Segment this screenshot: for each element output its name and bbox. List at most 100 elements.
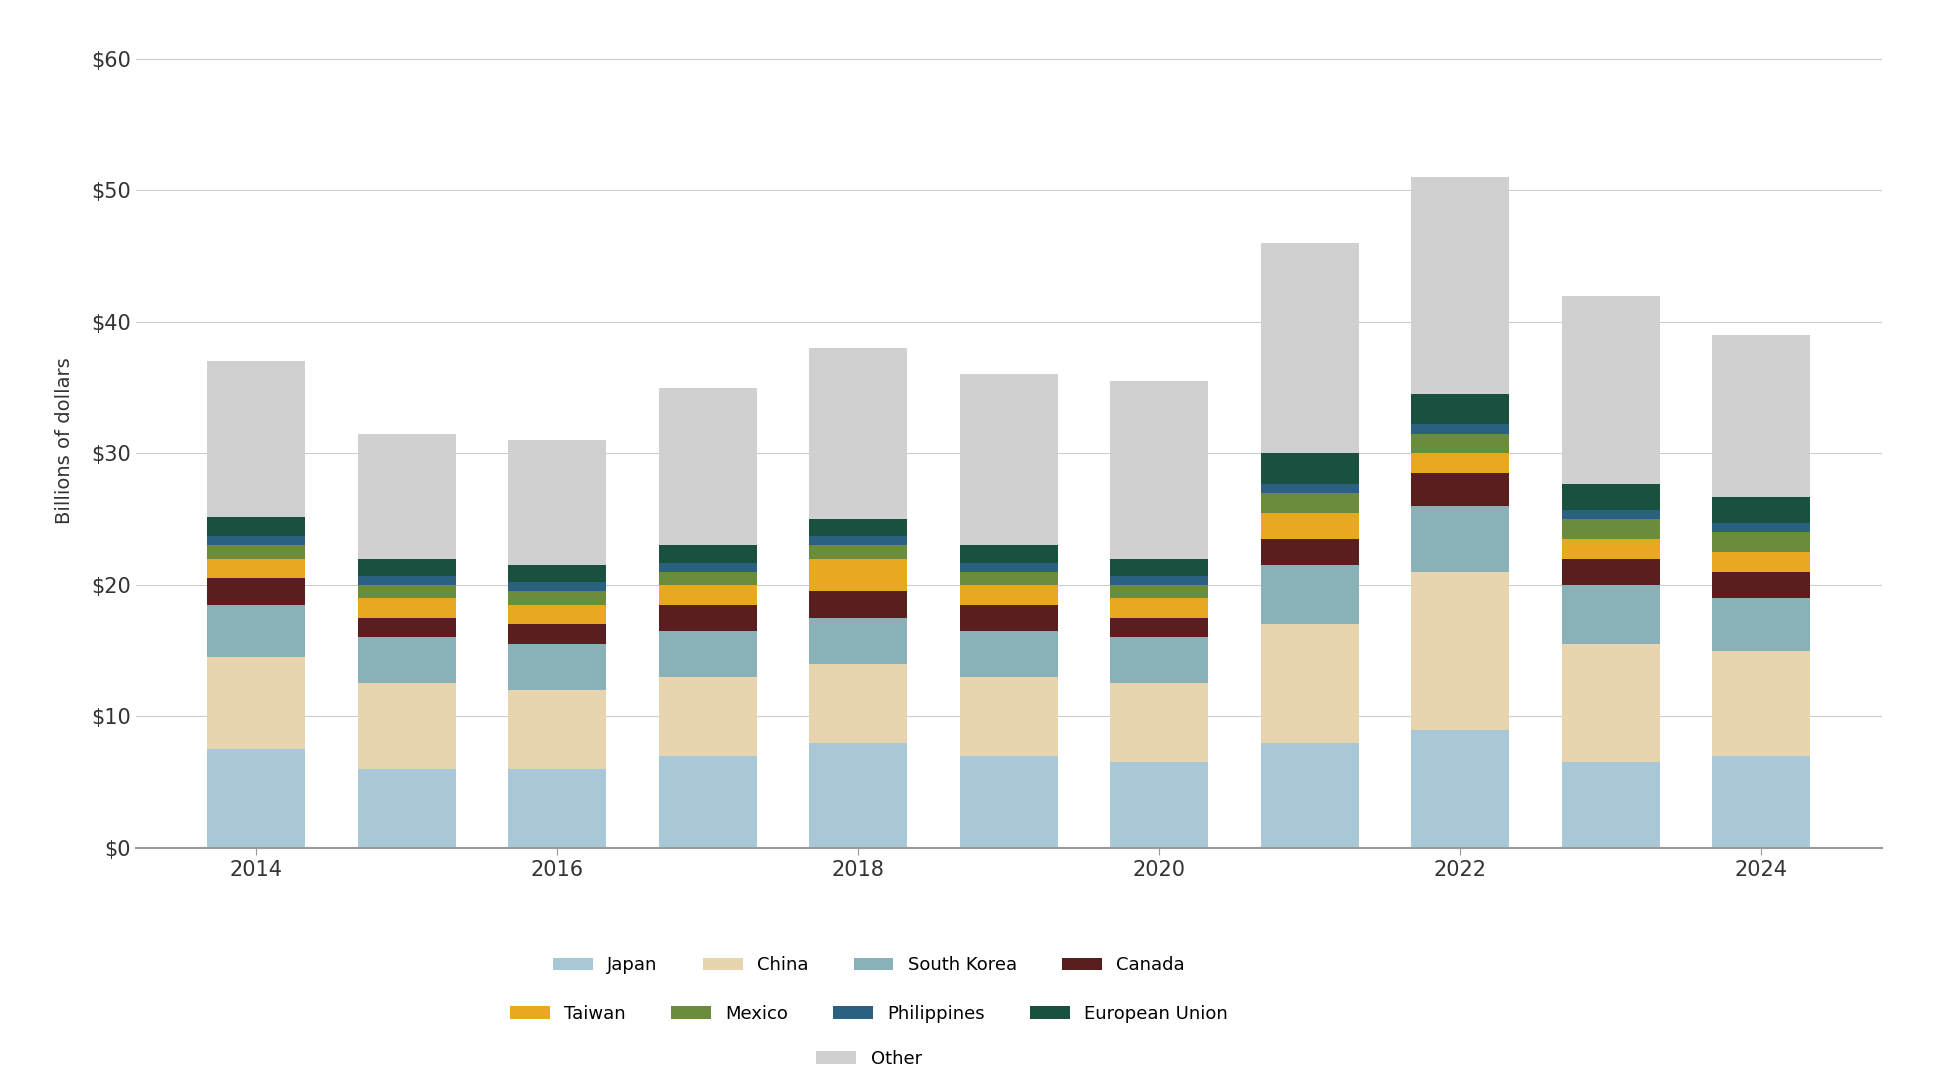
Bar xyxy=(357,576,456,585)
Bar xyxy=(357,684,456,769)
Bar xyxy=(508,690,605,769)
Bar xyxy=(1561,520,1660,539)
Bar xyxy=(1412,729,1509,848)
Bar xyxy=(809,520,907,536)
Bar xyxy=(1561,644,1660,762)
Bar xyxy=(1109,617,1208,637)
Bar xyxy=(357,585,456,598)
Bar xyxy=(1109,684,1208,762)
Bar xyxy=(1712,755,1809,848)
Bar xyxy=(207,604,304,658)
Bar xyxy=(960,546,1057,563)
Bar xyxy=(809,742,907,848)
Bar xyxy=(1109,576,1208,585)
Bar xyxy=(809,348,907,520)
Bar xyxy=(659,677,756,755)
Bar xyxy=(1260,742,1357,848)
Legend: Other: Other xyxy=(816,1050,921,1067)
Bar xyxy=(357,598,456,617)
Bar xyxy=(207,749,304,848)
Bar xyxy=(357,559,456,576)
Bar xyxy=(1561,762,1660,848)
Bar xyxy=(809,664,907,742)
Bar xyxy=(207,516,304,536)
Bar xyxy=(960,585,1057,604)
Bar xyxy=(1109,598,1208,617)
Bar xyxy=(357,434,456,559)
Bar xyxy=(357,769,456,848)
Bar xyxy=(1412,177,1509,395)
Bar xyxy=(1260,484,1357,492)
Bar xyxy=(659,388,756,546)
Bar xyxy=(1561,559,1660,585)
Bar xyxy=(960,630,1057,677)
Bar xyxy=(207,578,304,604)
Bar xyxy=(508,565,605,583)
Bar xyxy=(960,563,1057,572)
Bar xyxy=(1109,762,1208,848)
Bar xyxy=(1712,572,1809,598)
Bar xyxy=(1712,552,1809,572)
Bar xyxy=(508,769,605,848)
Bar xyxy=(1109,637,1208,684)
Bar xyxy=(960,572,1057,585)
Bar xyxy=(508,644,605,690)
Bar xyxy=(960,677,1057,755)
Bar xyxy=(207,546,304,559)
Bar xyxy=(1260,624,1357,742)
Bar xyxy=(508,604,605,624)
Y-axis label: Billions of dollars: Billions of dollars xyxy=(56,357,74,524)
Bar xyxy=(1109,559,1208,576)
Bar xyxy=(357,617,456,637)
Bar xyxy=(1712,651,1809,755)
Bar xyxy=(1712,335,1809,497)
Bar xyxy=(1109,585,1208,598)
Bar xyxy=(1109,382,1208,559)
Bar xyxy=(508,591,605,604)
Bar xyxy=(1412,434,1509,453)
Bar xyxy=(1712,523,1809,533)
Bar xyxy=(1260,243,1357,453)
Bar xyxy=(207,658,304,749)
Bar xyxy=(960,375,1057,546)
Bar xyxy=(1412,505,1509,572)
Bar xyxy=(809,617,907,664)
Bar xyxy=(1260,565,1357,624)
Bar xyxy=(960,604,1057,630)
Bar xyxy=(1260,453,1357,484)
Bar xyxy=(1412,395,1509,424)
Bar xyxy=(1712,497,1809,523)
Bar xyxy=(1412,572,1509,729)
Bar xyxy=(809,546,907,559)
Bar xyxy=(508,583,605,591)
Bar xyxy=(659,572,756,585)
Bar xyxy=(1712,533,1809,552)
Bar xyxy=(659,755,756,848)
Bar xyxy=(508,624,605,644)
Bar xyxy=(659,630,756,677)
Bar xyxy=(1412,453,1509,473)
Bar xyxy=(809,591,907,617)
Bar xyxy=(809,536,907,546)
Bar xyxy=(659,604,756,630)
Bar xyxy=(1412,424,1509,434)
Bar xyxy=(659,563,756,572)
Bar xyxy=(1561,510,1660,520)
Bar xyxy=(1561,296,1660,484)
Bar xyxy=(357,637,456,684)
Bar xyxy=(960,755,1057,848)
Bar xyxy=(207,536,304,546)
Bar xyxy=(1561,585,1660,644)
Bar xyxy=(1561,539,1660,559)
Bar xyxy=(508,440,605,565)
Bar xyxy=(1561,484,1660,510)
Bar xyxy=(207,361,304,516)
Bar xyxy=(809,559,907,591)
Bar xyxy=(1712,598,1809,651)
Bar xyxy=(207,559,304,578)
Bar xyxy=(1260,539,1357,565)
Bar xyxy=(659,585,756,604)
Bar xyxy=(1260,492,1357,513)
Bar xyxy=(1412,473,1509,505)
Bar xyxy=(1260,513,1357,539)
